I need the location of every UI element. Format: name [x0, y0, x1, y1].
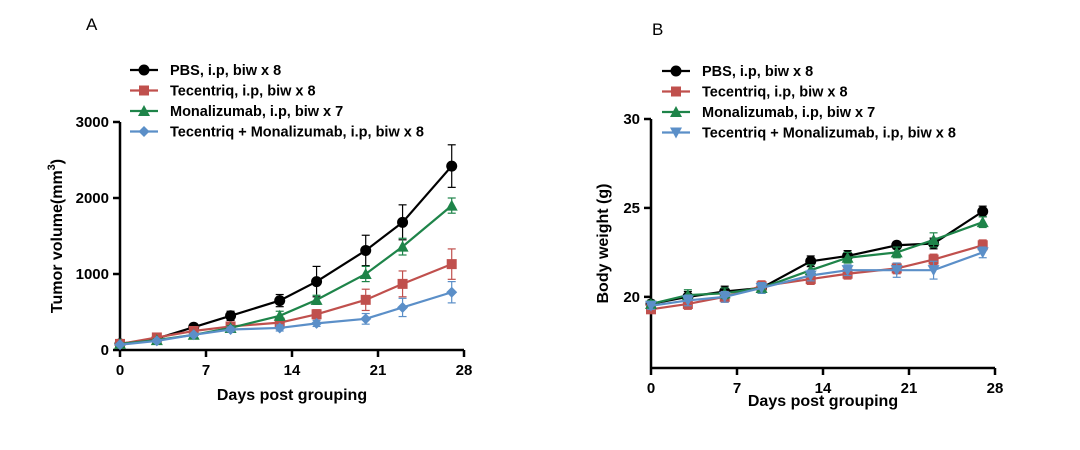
- legend-marker: [670, 127, 682, 139]
- legend-item: Monalizumab, i.p, biw x 7: [130, 104, 343, 120]
- x-tick-label: 21: [901, 380, 918, 397]
- y-tick-label: 30: [623, 111, 640, 128]
- data-point: [311, 309, 322, 320]
- data-point: [841, 265, 854, 277]
- data-point: [891, 239, 903, 251]
- x-tick-label: 14: [284, 362, 301, 379]
- data-point: [977, 205, 989, 217]
- data-point: [273, 309, 286, 321]
- data-point: [225, 323, 237, 335]
- y-tick-label: 3000: [76, 114, 109, 131]
- y-tick-label: 2000: [76, 190, 109, 207]
- x-tick-label: 7: [733, 380, 741, 397]
- data-point: [396, 240, 409, 252]
- data-point: [225, 310, 237, 322]
- data-point: [890, 265, 903, 277]
- x-tick-label: 21: [370, 362, 387, 379]
- data-point: [755, 282, 768, 294]
- data-point: [311, 276, 323, 288]
- legend-item: Tecentriq + Monalizumab, i.p, biw x 8: [130, 125, 424, 141]
- data-point: [804, 270, 817, 282]
- data-point: [397, 301, 409, 313]
- x-axis-title: Days post grouping: [217, 387, 367, 404]
- legend-label: Tecentriq, i.p, biw x 8: [702, 85, 848, 101]
- data-point: [310, 293, 323, 305]
- legend-item: Tecentriq + Monalizumab, i.p, biw x 8: [662, 126, 956, 142]
- legend-label: Monalizumab, i.p, biw x 7: [170, 104, 343, 120]
- y-tick-label: 1000: [76, 266, 109, 283]
- panel-letter: A: [86, 15, 98, 34]
- data-point: [360, 294, 371, 305]
- panel-letter: B: [652, 20, 663, 39]
- data-point: [890, 246, 903, 258]
- data-point: [359, 268, 372, 279]
- legend-marker: [138, 105, 150, 116]
- y-tick-label: 0: [101, 342, 109, 359]
- data-point: [928, 254, 939, 265]
- data-point: [927, 265, 940, 277]
- y-tick-label: 20: [623, 289, 640, 306]
- legend-marker: [670, 106, 682, 117]
- data-point: [151, 335, 163, 347]
- data-point: [274, 295, 286, 307]
- series-4: [645, 246, 989, 312]
- legend-label: PBS, i.p, biw x 8: [170, 63, 281, 79]
- legend-label: PBS, i.p, biw x 8: [702, 64, 813, 80]
- series-line: [119, 291, 453, 346]
- data-point: [977, 240, 988, 251]
- legend-item: PBS, i.p, biw x 8: [662, 64, 813, 80]
- y-axis-title: Tumor volume(mm3): [46, 159, 66, 313]
- y-tick-label: 25: [623, 200, 640, 217]
- data-point: [397, 216, 409, 228]
- data-point: [681, 295, 694, 307]
- series-2: [646, 239, 988, 315]
- legend-label: Tecentriq, i.p, biw x 8: [170, 84, 316, 100]
- series-4: [114, 281, 458, 351]
- legend-marker: [670, 65, 682, 77]
- legend-label: Monalizumab, i.p, biw x 7: [702, 105, 875, 121]
- legend-item: Tecentriq, i.p, biw x 8: [662, 85, 848, 101]
- data-point: [360, 313, 372, 325]
- x-tick-label: 28: [456, 362, 473, 379]
- chart-panel-b: B 0 7 14 21 28 20 25 30 Days post grouping Body we…: [595, 20, 1003, 410]
- legend-item: Monalizumab, i.p, biw x 7: [662, 105, 875, 121]
- legend-marker: [139, 85, 149, 96]
- x-tick-label: 0: [647, 380, 655, 397]
- legend-item: Tecentriq, i.p, biw x 8: [130, 84, 316, 100]
- data-point: [311, 317, 323, 329]
- x-tick-label: 0: [116, 362, 124, 379]
- data-point: [805, 255, 817, 267]
- legend-label: Tecentriq + Monalizumab, i.p, biw x 8: [702, 126, 956, 142]
- data-point: [188, 329, 200, 341]
- data-point: [841, 251, 854, 263]
- data-point: [976, 216, 989, 228]
- data-point: [718, 291, 731, 303]
- data-point: [114, 339, 126, 351]
- chart-panel-a: A 0 7 14 21 28 0 1000 2000 3000 Days post grouping…: [46, 15, 472, 404]
- legend-marker: [138, 64, 150, 76]
- data-point: [274, 322, 286, 334]
- data-point: [976, 247, 989, 259]
- legend-label: Tecentriq + Monalizumab, i.p, biw x 8: [170, 125, 424, 141]
- data-point: [446, 286, 458, 298]
- x-tick-label: 28: [987, 380, 1004, 397]
- legend-item: PBS, i.p, biw x 8: [130, 63, 281, 79]
- data-point: [645, 300, 657, 312]
- data-point: [446, 259, 457, 270]
- data-point: [445, 199, 458, 211]
- y-axis-title: Body weight (g): [595, 184, 612, 304]
- x-axis-title: Days post grouping: [748, 393, 898, 410]
- x-tick-label: 14: [815, 380, 832, 397]
- data-point: [397, 278, 408, 289]
- data-point: [360, 244, 372, 256]
- data-point: [446, 160, 458, 172]
- legend-marker: [138, 126, 150, 137]
- data-point: [927, 233, 940, 245]
- x-tick-label: 7: [202, 362, 210, 379]
- legend-marker: [671, 86, 681, 97]
